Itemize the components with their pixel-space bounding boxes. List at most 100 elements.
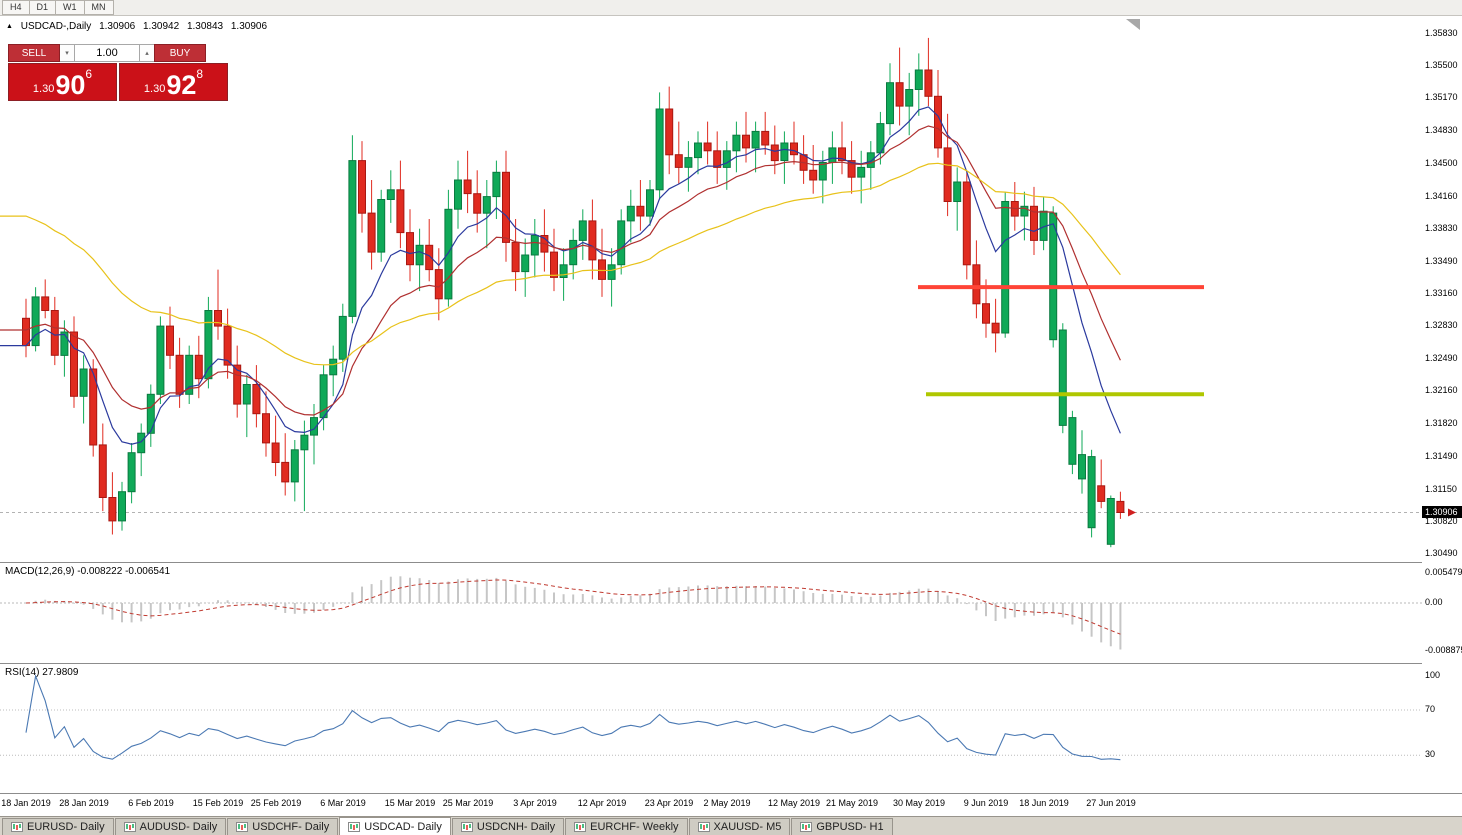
- symbol-label: USDCAD-,Daily: [20, 21, 92, 32]
- candlestick-series: [22, 37, 1125, 548]
- date-axis[interactable]: 18 Jan 2019 28 Jan 2019 6 Feb 2019 15 Feb 2…: [0, 793, 1462, 816]
- price-tick: 1.31150: [1425, 484, 1457, 494]
- price-tick: 1.31490: [1425, 451, 1458, 461]
- price-tick: 1.30820: [1425, 516, 1458, 526]
- tab-eurusd[interactable]: EURUSD- Daily: [2, 818, 114, 835]
- tab-chart-icon: [123, 822, 136, 832]
- last-price-arrow-icon: [1128, 508, 1136, 517]
- date-label: 28 Jan 2019: [59, 798, 109, 808]
- price-tick: 1.34160: [1425, 191, 1458, 201]
- macd-name: MACD(12,26,9): [5, 566, 75, 577]
- macd-axis: 0.005479 0.00 -0.008875: [1422, 562, 1462, 663]
- macd-panel: MACD(12,26,9) -0.008222 -0.006541: [0, 562, 1422, 663]
- price-tick: 1.35170: [1425, 92, 1458, 102]
- price-axis[interactable]: 1.30906 1.35830 1.35500 1.35170 1.34830 1.34…: [1422, 17, 1462, 562]
- sell-price-prefix: 1.30: [32, 83, 55, 95]
- quote-close: 1.30906: [230, 21, 268, 32]
- one-click-trading-panel: SELL ▾ ▴ BUY 1.30 90 6 1.30 92 8: [8, 44, 228, 101]
- rsi-axis-tick: 100: [1425, 670, 1441, 680]
- tab-chart-icon: [11, 822, 23, 832]
- tab-gbpusd[interactable]: GBPUSD- H1: [791, 818, 893, 835]
- tab-chart-icon: [800, 822, 813, 832]
- price-tick: 1.32490: [1425, 353, 1458, 363]
- date-label: 18 Jan 2019: [1, 798, 51, 808]
- buy-price-pip: 8: [196, 67, 204, 81]
- price-tick: 1.31820: [1425, 418, 1458, 428]
- tab-audusd[interactable]: AUDUSD- Daily: [114, 818, 227, 835]
- price-tick: 1.34500: [1425, 158, 1458, 168]
- date-label: 6 Feb 2019: [128, 798, 174, 808]
- date-label: 25 Mar 2019: [442, 798, 494, 808]
- tab-chart-icon: [697, 822, 710, 832]
- tab-usdcad[interactable]: USDCAD- Daily: [339, 817, 451, 835]
- date-label: 23 Apr 2019: [644, 798, 694, 808]
- macd-values: -0.008222 -0.006541: [77, 566, 171, 577]
- collapse-triangle-icon[interactable]: ▲: [6, 23, 13, 30]
- buy-button[interactable]: BUY: [154, 44, 206, 62]
- quote-low: 1.30843: [186, 21, 224, 32]
- tab-xauusd[interactable]: XAUUSD- M5: [688, 818, 791, 835]
- macd-signal-line: [25, 579, 1121, 635]
- volume-down-icon[interactable]: ▾: [60, 44, 74, 62]
- tab-chart-icon: [460, 822, 473, 832]
- date-label: 6 Mar 2019: [320, 798, 366, 808]
- date-label: 15 Feb 2019: [192, 798, 244, 808]
- macd-label: MACD(12,26,9) -0.008222 -0.006541: [5, 566, 170, 577]
- moving-average-mid: [0, 125, 1121, 416]
- sell-price-display[interactable]: 1.30 90 6: [8, 63, 117, 101]
- timeframe-d1[interactable]: D1: [28, 0, 56, 15]
- quote-open: 1.30906: [99, 21, 136, 32]
- date-label: 9 Jun 2019: [963, 798, 1009, 808]
- price-tick: 1.34830: [1425, 125, 1458, 135]
- rsi-label: RSI(14) 27.9809: [5, 667, 78, 678]
- volume-input[interactable]: [74, 44, 140, 62]
- rsi-line: [25, 673, 1121, 761]
- rsi-panel: RSI(14) 27.9809: [0, 663, 1422, 793]
- macd-axis-tick: 0.005479: [1425, 567, 1462, 577]
- tab-label: AUDUSD- Daily: [139, 821, 218, 833]
- price-chart-canvas[interactable]: [0, 17, 1422, 562]
- moving-average-fast: [0, 106, 1121, 445]
- price-tick: 1.33830: [1425, 223, 1458, 233]
- date-label: 2 May 2019: [703, 798, 751, 808]
- date-label: 30 May 2019: [892, 798, 946, 808]
- price-tick: 1.35830: [1425, 28, 1458, 38]
- tab-label: EURUSD- Daily: [27, 821, 105, 833]
- tab-usdcnh[interactable]: USDCNH- Daily: [451, 818, 565, 835]
- rsi-axis-tick: 30: [1425, 749, 1436, 759]
- price-tick: 1.35500: [1425, 60, 1458, 70]
- price-tick: 1.33160: [1425, 288, 1458, 298]
- timeframe-h4[interactable]: H4: [2, 0, 29, 15]
- buy-price-display[interactable]: 1.30 92 8: [119, 63, 228, 101]
- tab-eurchf[interactable]: EURCHF- Weekly: [565, 818, 688, 835]
- price-tick: 1.32160: [1425, 385, 1458, 395]
- date-label: 27 Jun 2019: [1086, 798, 1136, 808]
- tab-label: XAUUSD- M5: [713, 821, 782, 833]
- timeframe-w1[interactable]: W1: [55, 0, 84, 15]
- buy-price-big: 92: [166, 70, 197, 100]
- tab-chart-icon: [348, 821, 361, 832]
- tab-usdchf[interactable]: USDCHF- Daily: [227, 818, 339, 835]
- rsi-value: 27.9809: [42, 667, 79, 678]
- tab-chart-icon: [236, 822, 249, 832]
- tab-label: GBPUSD- H1: [816, 821, 884, 833]
- current-price-tag: 1.30906: [1422, 506, 1462, 518]
- quote-high: 1.30942: [143, 21, 180, 32]
- tab-chart-icon: [574, 822, 587, 832]
- volume-up-icon[interactable]: ▴: [140, 44, 154, 62]
- sell-price-big: 90: [55, 70, 86, 100]
- rsi-axis: 100 70 30: [1422, 663, 1462, 793]
- chart-shift-marker-icon[interactable]: [1126, 19, 1140, 30]
- chart-window[interactable]: ▲ USDCAD-,Daily 1.30906 1.30942 1.30843 …: [0, 17, 1422, 562]
- tab-label: EURCHF- Weekly: [590, 821, 679, 833]
- chart-tab-bar: EURUSD- Daily AUDUSD- Daily USDCHF- Daily U…: [0, 816, 1462, 835]
- tab-label: USDCNH- Daily: [476, 821, 556, 833]
- price-tick: 1.33490: [1425, 256, 1458, 266]
- date-label: 15 Mar 2019: [384, 798, 436, 808]
- timeframe-mn[interactable]: MN: [83, 0, 114, 15]
- date-label: 25 Feb 2019: [250, 798, 302, 808]
- sell-price-pip: 6: [85, 67, 93, 81]
- sell-button[interactable]: SELL: [8, 44, 60, 62]
- date-label: 21 May 2019: [825, 798, 879, 808]
